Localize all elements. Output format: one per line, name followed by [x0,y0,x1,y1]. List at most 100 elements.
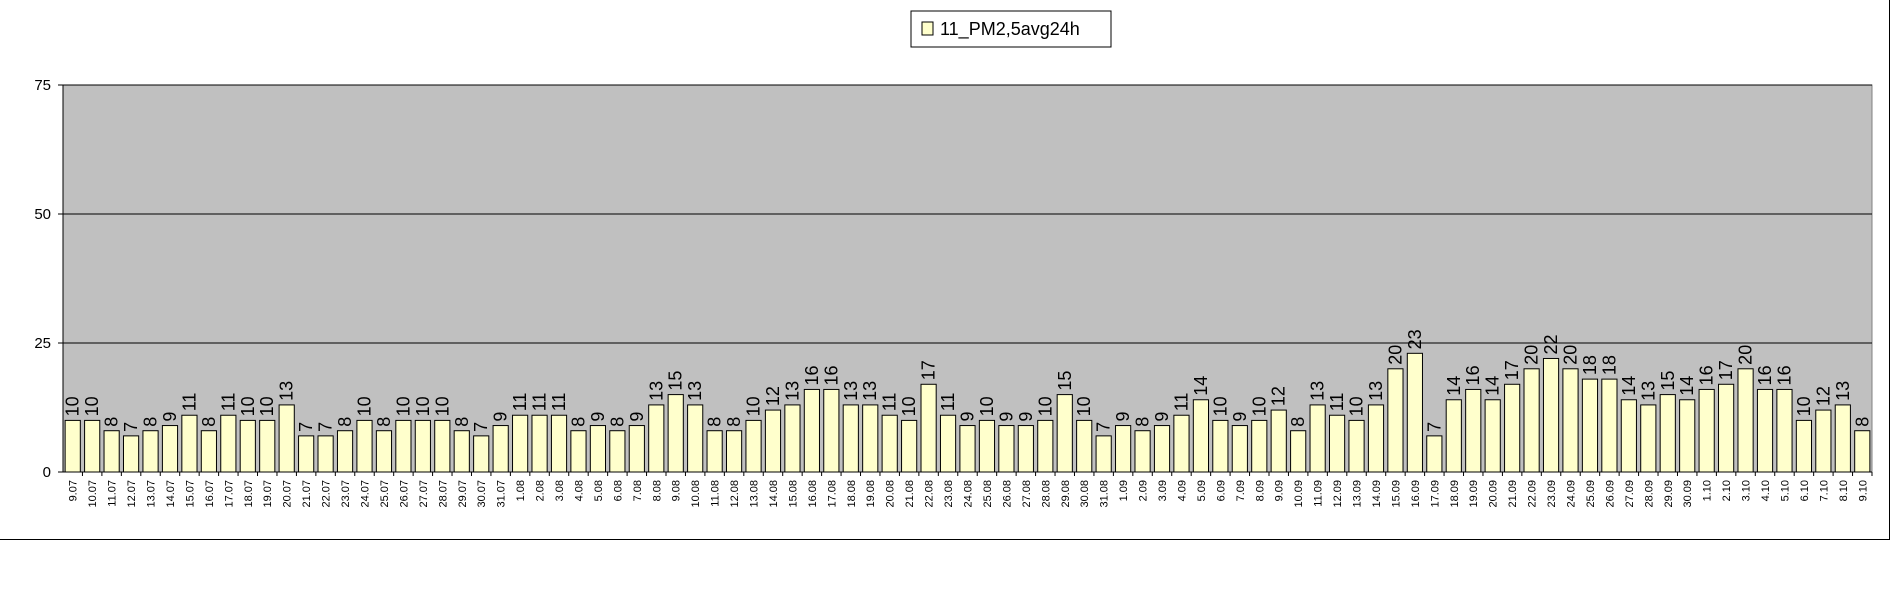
data-label: 14 [1444,376,1464,396]
data-label: 11 [880,393,900,412]
bar [317,435,334,473]
bar [1640,404,1657,473]
x-tick-label: 28.09 [1643,480,1655,508]
data-label: 10 [355,396,375,416]
bar [434,419,451,473]
data-label: 8 [335,417,355,427]
bar [570,430,587,473]
bar [745,419,762,473]
bar [1756,388,1774,473]
x-tick-label: 30.07 [476,480,488,508]
bar [181,414,198,473]
data-label: 14 [1483,376,1503,396]
data-label: 8 [568,417,588,427]
data-label: 10 [1210,396,1230,416]
x-tick-label: 14.07 [165,480,177,508]
bar [1192,399,1209,473]
x-tick-label: 11.07 [107,480,119,507]
x-tick-label: 29.09 [1663,480,1675,508]
data-label: 12 [763,386,783,406]
data-label: 8 [1852,417,1872,427]
bar [939,414,957,473]
data-label: 9 [627,412,647,422]
data-label: 13 [1308,381,1328,401]
data-label: 9 [1113,412,1133,422]
x-tick-label: 13.08 [749,480,761,508]
data-label: 11 [510,393,530,412]
bar [1834,404,1851,473]
x-tick-label: 3.10 [1741,480,1753,501]
x-tick-label: 29.07 [457,480,469,508]
bar [1076,419,1093,473]
data-label: 10 [257,396,277,416]
bar [1270,409,1287,473]
data-label: 10 [393,396,413,416]
bars [64,352,1871,473]
data-label: 9 [1016,412,1036,422]
x-tick-label: 17.08 [826,480,838,508]
bar [1387,368,1404,473]
bar [1037,419,1054,473]
bar [706,430,723,473]
x-tick-label: 11.08 [710,480,722,507]
x-tick-label: 25.08 [982,480,994,508]
legend-box [910,10,1112,48]
x-tick-label: 24.08 [963,480,975,508]
bar [628,425,645,473]
x-axis-ticks: 9.07 10.07 11.07 12.07 13.07 14.07 15.07 16.07 1… [68,472,1873,508]
data-label: 10 [238,396,258,416]
data-label: 11 [549,393,569,412]
x-tick-label: 18.07 [243,480,255,508]
bar [1367,404,1385,473]
bar [1426,435,1443,473]
data-label: 7 [1094,422,1114,432]
data-label: 13 [277,381,297,401]
x-tick-label: 7.09 [1235,480,1247,501]
bar [648,404,665,473]
x-tick-label: 2.10 [1721,480,1733,501]
x-tick-label: 27.07 [418,480,430,508]
data-label: 10 [1074,396,1094,416]
data-label: 9 [491,412,511,422]
data-label: 9 [996,412,1016,422]
data-label: 7 [316,422,336,432]
data-label: 11 [179,393,199,412]
bar [1620,399,1637,473]
y-axis-ticks: 0 25 50 75 [34,77,51,481]
data-label: 17 [1716,360,1736,380]
bar [550,414,568,473]
x-tick-label: 16.08 [807,480,819,508]
bar [1465,388,1482,473]
bar [64,419,81,473]
data-label: 10 [977,396,997,416]
bar [239,419,256,473]
data-label: 10 [1794,396,1814,416]
bar [161,425,179,473]
x-tick-label: 14.08 [768,480,780,508]
x-tick-label: 21.07 [301,480,313,508]
data-label: 16 [1755,365,1775,385]
bar [842,404,859,473]
bar [862,404,879,473]
bar [298,435,315,473]
legend: 11_PM2,5avg24h [910,10,1112,48]
x-tick-label: 27.08 [1021,480,1033,508]
bar [1601,378,1618,473]
x-tick-label: 21.09 [1507,480,1519,508]
bar [1134,430,1151,473]
data-label: 13 [841,381,861,401]
data-label: 12 [1269,386,1289,406]
bar [803,388,820,473]
x-tick-label: 17.09 [1429,480,1441,508]
bar [667,394,684,473]
data-label: 16 [802,365,822,385]
bar [278,404,295,473]
data-label: 10 [413,396,433,416]
data-label: 20 [1561,345,1581,365]
bar [1056,394,1073,473]
x-tick-label: 8.09 [1254,480,1266,501]
data-label: 13 [685,381,705,401]
data-label: 16 [821,365,841,385]
